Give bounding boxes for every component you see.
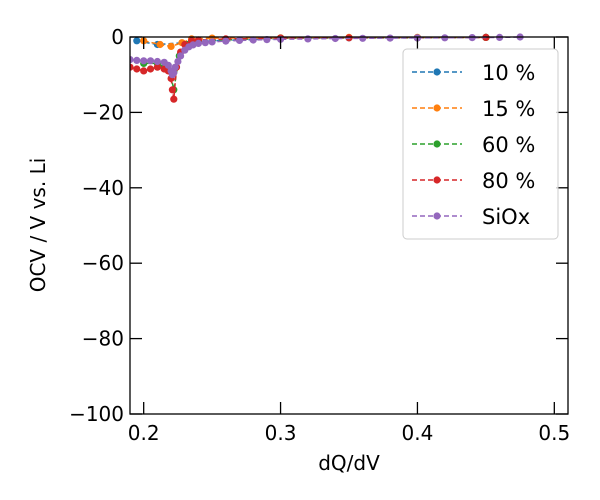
data-point [140, 57, 148, 65]
legend-box [402, 48, 559, 240]
data-point [441, 34, 449, 42]
legend-label: 10 % [482, 61, 535, 85]
data-point [156, 40, 164, 49]
data-point [146, 57, 155, 65]
data-point [168, 86, 176, 94]
data-point [133, 37, 141, 45]
data-point [130, 56, 134, 64]
legend-label: SiOx [482, 205, 530, 229]
y-axis: 0 −20 −40 −60 −80 −100 [69, 25, 568, 426]
legend-swatch-marker [433, 68, 441, 76]
data-point [171, 63, 179, 71]
plot-frame [129, 36, 569, 415]
x-tick-label: 0.4 [402, 421, 434, 445]
data-point [133, 65, 141, 73]
x-tick-label: 0.5 [538, 421, 570, 445]
legend-label: 15 % [482, 97, 535, 121]
data-point [331, 34, 339, 43]
data-point [146, 65, 155, 73]
data-point [167, 42, 175, 51]
x-tick-label: 0.2 [128, 421, 160, 445]
data-point [249, 36, 257, 44]
data-point [153, 63, 161, 71]
data-point [177, 52, 185, 60]
data-point [235, 36, 244, 45]
x-axis: 0.2 0.3 0.4 0.5 [128, 37, 570, 445]
data-point [189, 41, 197, 49]
y-tick-label: 0 [111, 25, 124, 49]
legend-swatch-marker [433, 176, 441, 184]
series-line [130, 36, 486, 100]
data-point [130, 63, 134, 71]
legend-swatch-marker [433, 212, 441, 220]
data-point [170, 95, 178, 103]
data-point [359, 34, 367, 42]
y-axis-label: OCV / V vs. Li [26, 158, 50, 293]
data-point [208, 38, 216, 46]
data-point [194, 39, 202, 48]
y-tick-label: −40 [82, 176, 124, 200]
legend: 10 % 15 % 60 % 80 % SiOx [402, 48, 559, 240]
y-tick-label: −100 [69, 402, 124, 426]
data-point [133, 56, 141, 64]
legend-entry: SiOx [412, 205, 530, 229]
y-tick-label: −80 [82, 327, 124, 351]
legend-entry: 15 % [412, 97, 535, 121]
data-point [140, 67, 148, 75]
legend-entry: 60 % [412, 133, 535, 157]
data-point [174, 57, 182, 66]
data-point [263, 36, 271, 44]
legend-label: 80 % [482, 169, 535, 193]
x-axis-label: dQ/dV [318, 451, 380, 475]
x-tick-label: 0.3 [265, 421, 297, 445]
legend-label: 60 % [482, 133, 535, 157]
data-point [153, 57, 161, 66]
data-point [170, 69, 178, 77]
data-point [164, 61, 172, 69]
data-point [201, 39, 209, 47]
legend-entry: 10 % [412, 61, 535, 85]
y-tick-label: −60 [82, 251, 124, 275]
y-tick-label: −20 [82, 100, 124, 124]
legend-swatch-marker [433, 140, 441, 148]
legend-entry: 80 % [412, 169, 535, 193]
data-point [386, 34, 394, 42]
legend-swatch-marker [433, 104, 441, 112]
data-point [222, 37, 230, 45]
